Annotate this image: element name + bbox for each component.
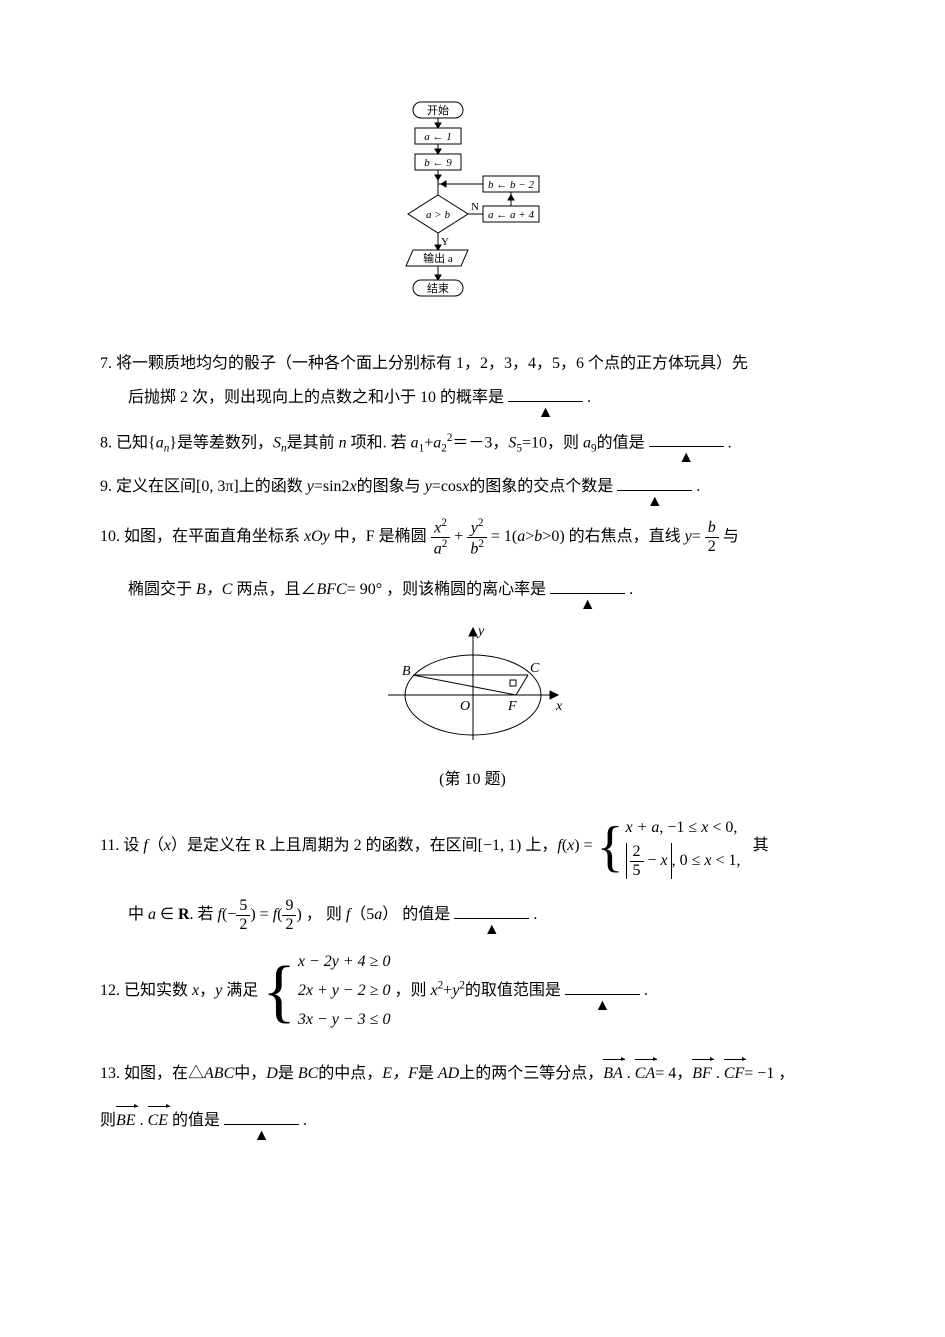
blank <box>508 401 583 402</box>
svg-text:x: x <box>555 699 563 714</box>
p7-num: 7. <box>100 355 112 372</box>
blank <box>649 446 724 447</box>
p9-num: 9. <box>100 478 112 495</box>
svg-text:结束: 结束 <box>427 282 449 295</box>
p7-t3: . <box>587 389 591 406</box>
svg-text:Y: Y <box>441 236 449 248</box>
problem-13: 13. 如图，在△ABC中，D是 BC的中点，E，F是 AD上的两个三等分点，B… <box>100 1060 845 1136</box>
svg-text:b ← b − 2: b ← b − 2 <box>488 179 534 191</box>
fig-caption: (第 10 题) <box>100 766 845 795</box>
svg-text:C: C <box>530 661 540 676</box>
blank <box>565 994 640 995</box>
piecewise-12: { x − 2y + 4 ≥ 0 2x + y − 2 ≥ 0 3x − y −… <box>262 948 390 1034</box>
blank <box>550 593 625 594</box>
problem-11: 11. 设 f（x）是定义在 R 上且周期为 2 的函数，在区间[−1, 1) … <box>100 814 845 933</box>
flowchart-diagram: 开始 a ← 1 b ← 9 b ← b − 2 a > b N a ← a +… <box>373 100 573 320</box>
p7-t2: 后抛掷 2 次，则出现向上的点数之和小于 10 的概率是 <box>128 389 504 406</box>
blank <box>224 1124 299 1125</box>
svg-text:O: O <box>460 699 470 714</box>
svg-text:输出 a: 输出 a <box>423 251 453 265</box>
problem-9: 9. 定义在区间[0, 3π]上的函数 y=sin2x的图象与 y=cosx的图… <box>100 473 845 502</box>
svg-text:b ← 9: b ← 9 <box>424 157 452 169</box>
p12-num: 12. <box>100 982 120 999</box>
svg-text:F: F <box>507 699 517 714</box>
piecewise-11: { x + a, −1 ≤ x < 0, 25 − x, 0 ≤ x < 1, <box>597 814 741 879</box>
p11-num: 11. <box>100 837 119 854</box>
problem-8: 8. 已知{an}是等差数列，Sn是其前 n 项和. 若 a1+a22＝－3，S… <box>100 428 845 459</box>
ellipse-figure: y x B C O F <box>100 620 845 761</box>
svg-text:B: B <box>402 664 411 679</box>
p10-num: 10. <box>100 528 120 545</box>
p8-num: 8. <box>100 434 112 451</box>
problem-12: 12. 已知实数 x，y 满足 { x − 2y + 4 ≥ 0 2x + y … <box>100 948 845 1034</box>
svg-text:a ← a + 4: a ← a + 4 <box>488 209 534 221</box>
problem-10: 10. 如图，在平面直角坐标系 xOy 中，F 是椭圆 x2a2 + y2b2 … <box>100 517 845 605</box>
svg-text:a > b: a > b <box>426 209 450 221</box>
problem-7: 7. 将一颗质地均匀的骰子（一种各个面上分别标有 1，2，3，4，5，6 个点的… <box>100 350 845 413</box>
blank <box>617 490 692 491</box>
p13-num: 13. <box>100 1065 120 1082</box>
svg-text:a ← 1: a ← 1 <box>424 131 452 143</box>
svg-text:N: N <box>471 201 479 213</box>
blank <box>454 918 529 919</box>
svg-text:开始: 开始 <box>427 103 449 117</box>
svg-text:y: y <box>476 624 485 639</box>
p7-t1: 将一颗质地均匀的骰子（一种各个面上分别标有 1，2，3，4，5，6 个点的正方体… <box>116 355 748 372</box>
